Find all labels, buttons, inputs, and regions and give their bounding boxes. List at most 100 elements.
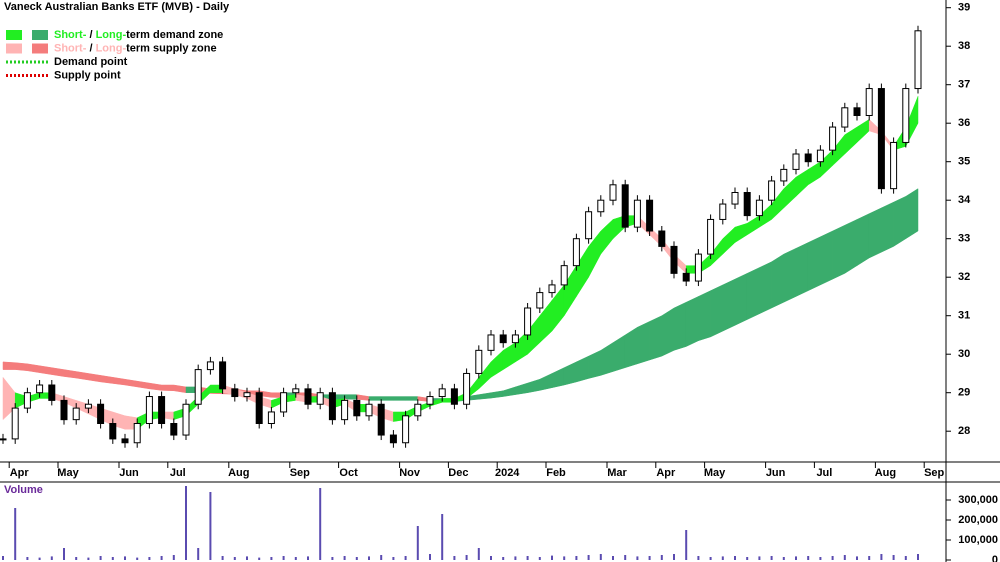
- candle: [109, 423, 117, 440]
- candle: [877, 88, 885, 190]
- volume-bar: [172, 555, 175, 560]
- volume-bar: [185, 486, 187, 560]
- x-tick-label: Jul: [816, 467, 832, 479]
- candle: [11, 407, 19, 440]
- volume-bar: [416, 526, 419, 560]
- volume-bar: [355, 557, 358, 560]
- volume-label: Volume: [4, 484, 43, 496]
- volume-bar: [294, 557, 297, 560]
- candle: [389, 434, 397, 444]
- candle: [280, 392, 288, 413]
- volume-bar: [697, 556, 700, 560]
- volume-bar: [246, 556, 248, 560]
- volume-bar: [380, 555, 383, 560]
- candle: [402, 415, 410, 444]
- volume-bar: [490, 556, 492, 560]
- x-tick-label: Apr: [656, 467, 676, 479]
- volume-bar: [502, 557, 505, 560]
- candle: [316, 392, 324, 405]
- candle: [707, 218, 715, 255]
- zone-segment: [856, 213, 870, 267]
- legend-swatch: [6, 30, 22, 40]
- volume-bar: [282, 556, 285, 560]
- volume-bar: [673, 554, 675, 560]
- candle: [438, 388, 446, 398]
- candle: [23, 392, 31, 409]
- zone-segment: [405, 396, 419, 401]
- y-tick-label: 34: [958, 194, 971, 206]
- volume-bar: [892, 555, 895, 560]
- volume-bar: [99, 556, 102, 560]
- candle: [890, 141, 898, 190]
- y-tick-label: 32: [958, 271, 970, 283]
- candle: [133, 423, 141, 444]
- legend-text: /: [86, 29, 95, 41]
- volume-bar: [563, 556, 566, 560]
- candle: [170, 423, 178, 436]
- volume-bar: [258, 557, 261, 560]
- candle: [426, 396, 434, 405]
- zone-segment: [746, 267, 760, 320]
- candle: [682, 272, 690, 282]
- candle: [731, 192, 739, 205]
- volume-bar: [307, 556, 309, 560]
- volume-bar: [465, 555, 468, 560]
- volume-bar: [734, 556, 736, 560]
- legend-label: Short- / Long-term supply zone: [54, 42, 217, 54]
- candle: [499, 334, 507, 344]
- zone-segment: [783, 247, 797, 303]
- volume-bar: [233, 557, 236, 560]
- candle: [572, 238, 580, 267]
- candle: [646, 199, 654, 232]
- candle: [328, 392, 336, 421]
- y-tick-label: 29: [958, 387, 970, 399]
- zone-segment: [734, 272, 748, 326]
- volume-bar: [904, 556, 907, 560]
- x-tick-label: Sep: [924, 467, 944, 479]
- candle: [48, 384, 56, 401]
- volume-bar: [429, 554, 431, 560]
- y-tick-label: 28: [958, 425, 970, 437]
- volume-bar: [551, 555, 553, 560]
- candle: [121, 438, 129, 444]
- candle: [450, 388, 458, 405]
- volume-bar: [782, 557, 785, 560]
- x-tick-label: Aug: [875, 467, 896, 479]
- x-tick-label: Nov: [399, 467, 421, 479]
- zone-segment: [844, 219, 858, 274]
- legend-text: Short-: [54, 29, 87, 41]
- volume-bar: [917, 554, 919, 560]
- volume-bar: [538, 557, 541, 560]
- candle: [658, 230, 666, 247]
- legend-label: Demand point: [54, 56, 128, 68]
- volume-bar: [514, 556, 517, 560]
- candle: [145, 396, 153, 424]
- legend-swatch: [6, 43, 22, 54]
- candle: [267, 411, 275, 425]
- candle: [475, 349, 483, 374]
- y-tick-label: 37: [958, 79, 970, 91]
- candle: [511, 334, 519, 344]
- legend-label: Supply point: [54, 69, 121, 81]
- x-tick-label: May: [57, 467, 79, 479]
- candle: [841, 107, 849, 128]
- candle: [304, 388, 312, 405]
- candle: [743, 192, 751, 217]
- candle: [353, 399, 361, 417]
- y-tick-label: 38: [958, 40, 970, 52]
- zone-segment: [637, 321, 650, 365]
- chart-title: Vaneck Australian Banks ETF (MVB) - Dail…: [4, 1, 230, 13]
- x-tick-label: Aug: [228, 467, 249, 479]
- volume-bar: [880, 554, 883, 560]
- candle: [853, 107, 861, 117]
- candle: [560, 265, 568, 286]
- zone-segment: [868, 207, 882, 259]
- zone-segment: [820, 230, 833, 286]
- candle: [414, 403, 422, 417]
- volume-bar: [660, 555, 663, 560]
- candle: [914, 30, 922, 90]
- legend-text: Long-: [96, 42, 127, 54]
- candle: [36, 384, 44, 394]
- candle: [84, 403, 92, 409]
- zone-segment: [344, 394, 358, 400]
